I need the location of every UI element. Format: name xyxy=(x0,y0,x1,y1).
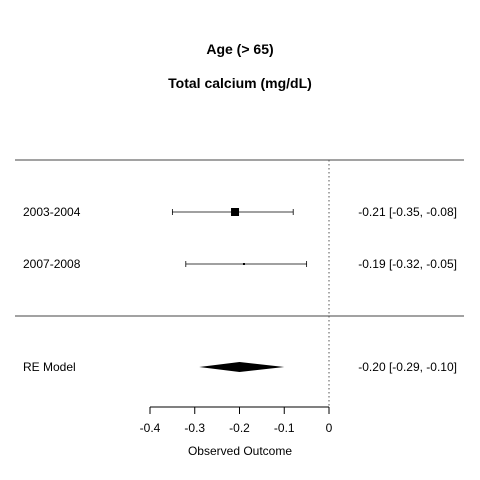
x-axis: -0.4 -0.3 -0.2 -0.1 0 xyxy=(140,407,333,435)
study-row: 2007-2008 -0.19 [-0.32, -0.05] xyxy=(23,257,457,271)
estimate-annotation: -0.21 [-0.35, -0.08] xyxy=(358,205,457,219)
x-tick-label: 0 xyxy=(326,421,333,435)
x-tick-label: -0.1 xyxy=(274,421,295,435)
study-row: 2003-2004 -0.21 [-0.35, -0.08] xyxy=(23,205,457,219)
point-estimate xyxy=(243,263,245,265)
x-tick-label: -0.3 xyxy=(184,421,205,435)
study-label: 2007-2008 xyxy=(23,257,81,271)
point-estimate xyxy=(231,208,239,216)
study-label: 2003-2004 xyxy=(23,205,81,219)
x-tick-label: -0.2 xyxy=(229,421,250,435)
summary-row: RE Model -0.20 [-0.29, -0.10] xyxy=(23,360,457,374)
estimate-annotation: -0.19 [-0.32, -0.05] xyxy=(358,257,457,271)
x-axis-label: Observed Outcome xyxy=(188,444,292,458)
x-tick-label: -0.4 xyxy=(140,421,161,435)
summary-diamond xyxy=(199,362,284,372)
summary-annotation: -0.20 [-0.29, -0.10] xyxy=(358,360,457,374)
summary-label: RE Model xyxy=(23,360,76,374)
